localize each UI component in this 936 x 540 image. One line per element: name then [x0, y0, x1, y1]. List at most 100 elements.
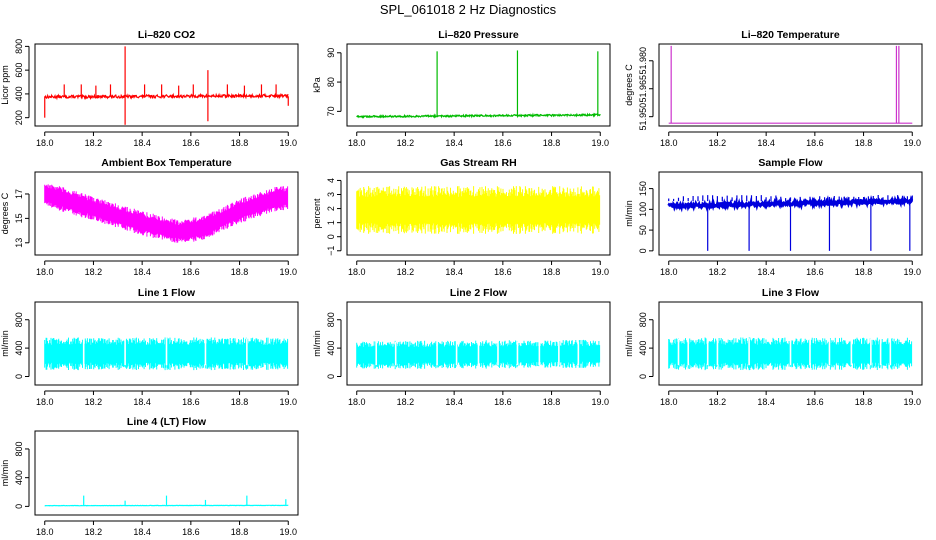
y-tick-label: 0 [326, 374, 336, 379]
x-tick-label: 18.2 [397, 267, 415, 277]
x-tick-label: 18.4 [133, 397, 151, 407]
x-tick-label: 18.0 [660, 138, 678, 148]
x-tick-label: 18.4 [445, 138, 463, 148]
x-tick-label: 18.0 [36, 267, 54, 277]
series-p1 [44, 46, 289, 125]
x-axis: 18.0 18.2 18.4 18.6 18.8 19.0 [36, 390, 297, 407]
y-tick-label: 1 [326, 220, 336, 225]
x-tick-label: 19.0 [903, 397, 921, 407]
y-tick-label: 400 [14, 470, 24, 485]
panel-title: Gas Stream RH [440, 157, 516, 169]
x-tick-label: 19.0 [279, 138, 297, 148]
panel-title: Line 1 Flow [138, 287, 196, 299]
y-tick-label: 70 [326, 106, 336, 116]
x-axis: 18.0 18.2 18.4 18.6 18.8 19.0 [36, 131, 297, 148]
panel-p5: Gas Stream RH 18.0 18.2 18.4 18.6 18.8 19.0 −1 0… [312, 157, 611, 277]
x-tick-label: 18.8 [543, 397, 561, 407]
y-axis: 0 400 800 [638, 312, 654, 379]
plot-frame [346, 301, 611, 386]
x-tick-label: 18.0 [36, 527, 54, 537]
x-tick-label: 18.4 [445, 267, 463, 277]
y-axis: −1 0 1 2 3 4 [326, 178, 342, 256]
panel-title: Line 2 Flow [450, 287, 508, 299]
panel-p3: Li–820 Temperature 18.0 18.2 18.4 18.6 18.8 19… [624, 29, 923, 148]
y-tick-label: 50 [638, 225, 648, 235]
y-axis-label: ml/min [624, 330, 634, 357]
y-tick-label: 0 [638, 248, 648, 253]
x-tick-label: 18.6 [182, 267, 200, 277]
x-tick-label: 18.2 [709, 267, 727, 277]
x-tick-label: 19.0 [903, 138, 921, 148]
x-tick-label: 19.0 [591, 397, 609, 407]
x-axis: 18.0 18.2 18.4 18.6 18.8 19.0 [660, 390, 921, 407]
x-tick-label: 18.4 [757, 397, 775, 407]
y-tick-label: 3 [326, 192, 336, 197]
plot-frame [658, 171, 923, 256]
y-tick-label: 80 [326, 77, 336, 87]
series-p5 [356, 186, 601, 234]
x-tick-label: 18.6 [806, 397, 824, 407]
panel-p2: Li–820 Pressure 18.0 18.2 18.4 18.6 18.8 19.0 7… [312, 29, 611, 148]
y-tick-label: 51.950 [638, 103, 648, 131]
series-p10 [44, 495, 289, 507]
x-tick-label: 18.2 [85, 138, 103, 148]
x-tick-label: 18.6 [494, 267, 512, 277]
x-tick-label: 18.6 [806, 138, 824, 148]
y-axis-label: Licor ppm [0, 65, 10, 105]
plot-frame [658, 301, 923, 386]
y-axis: 200 400 600 800 [14, 39, 30, 125]
x-tick-label: 19.0 [279, 397, 297, 407]
y-tick-label: 800 [14, 312, 24, 327]
y-tick-label: 400 [638, 341, 648, 356]
y-axis: 13 15 17 [14, 189, 30, 248]
x-axis: 18.0 18.2 18.4 18.6 18.8 19.0 [660, 131, 921, 148]
y-tick-label: 800 [638, 312, 648, 327]
x-axis: 18.0 18.2 18.4 18.6 18.8 19.0 [660, 260, 921, 277]
panel-p8: Line 2 Flow 18.0 18.2 18.4 18.6 18.8 19.0 0 400 8… [312, 287, 611, 407]
panel-title: Li–820 Pressure [438, 29, 519, 41]
line-p2 [356, 112, 601, 119]
y-axis-label: degrees C [624, 64, 634, 106]
plot-frame [34, 301, 299, 386]
x-axis: 18.0 18.2 18.4 18.6 18.8 19.0 [348, 260, 609, 277]
x-axis: 18.0 18.2 18.4 18.6 18.8 19.0 [36, 260, 297, 277]
x-tick-label: 18.2 [85, 527, 103, 537]
band-p4 [44, 184, 289, 243]
series-p8 [356, 339, 601, 370]
x-tick-label: 18.8 [543, 138, 561, 148]
x-tick-label: 18.8 [855, 267, 873, 277]
x-tick-label: 18.8 [855, 138, 873, 148]
y-tick-label: 51.980 [638, 47, 648, 75]
x-tick-label: 18.4 [757, 267, 775, 277]
band-p5 [356, 186, 601, 234]
y-axis-label: kPa [312, 77, 322, 93]
x-tick-label: 18.4 [133, 138, 151, 148]
x-tick-label: 18.0 [36, 397, 54, 407]
x-tick-label: 18.4 [757, 138, 775, 148]
x-tick-label: 19.0 [591, 138, 609, 148]
plot-frame [34, 430, 299, 516]
x-tick-label: 18.6 [494, 397, 512, 407]
x-tick-label: 18.6 [182, 397, 200, 407]
x-axis: 18.0 18.2 18.4 18.6 18.8 19.0 [348, 390, 609, 407]
y-tick-label: 800 [14, 441, 24, 456]
x-tick-label: 18.6 [182, 527, 200, 537]
line-p10 [44, 504, 289, 507]
y-tick-label: 800 [14, 39, 24, 54]
x-tick-label: 18.2 [397, 397, 415, 407]
y-tick-label: 4 [326, 178, 336, 183]
x-tick-label: 18.2 [85, 397, 103, 407]
panel-title: Li–820 CO2 [138, 29, 195, 41]
series-p9 [668, 337, 913, 371]
y-tick-label: 0 [326, 234, 336, 239]
y-axis-label: percent [312, 198, 322, 229]
x-tick-label: 18.8 [543, 267, 561, 277]
plot-frame [346, 43, 611, 127]
comb-p6 [668, 195, 913, 202]
panel-p6: Sample Flow 18.0 18.2 18.4 18.6 18.8 19.0 0 50 10… [624, 157, 923, 277]
x-tick-label: 18.0 [660, 267, 678, 277]
